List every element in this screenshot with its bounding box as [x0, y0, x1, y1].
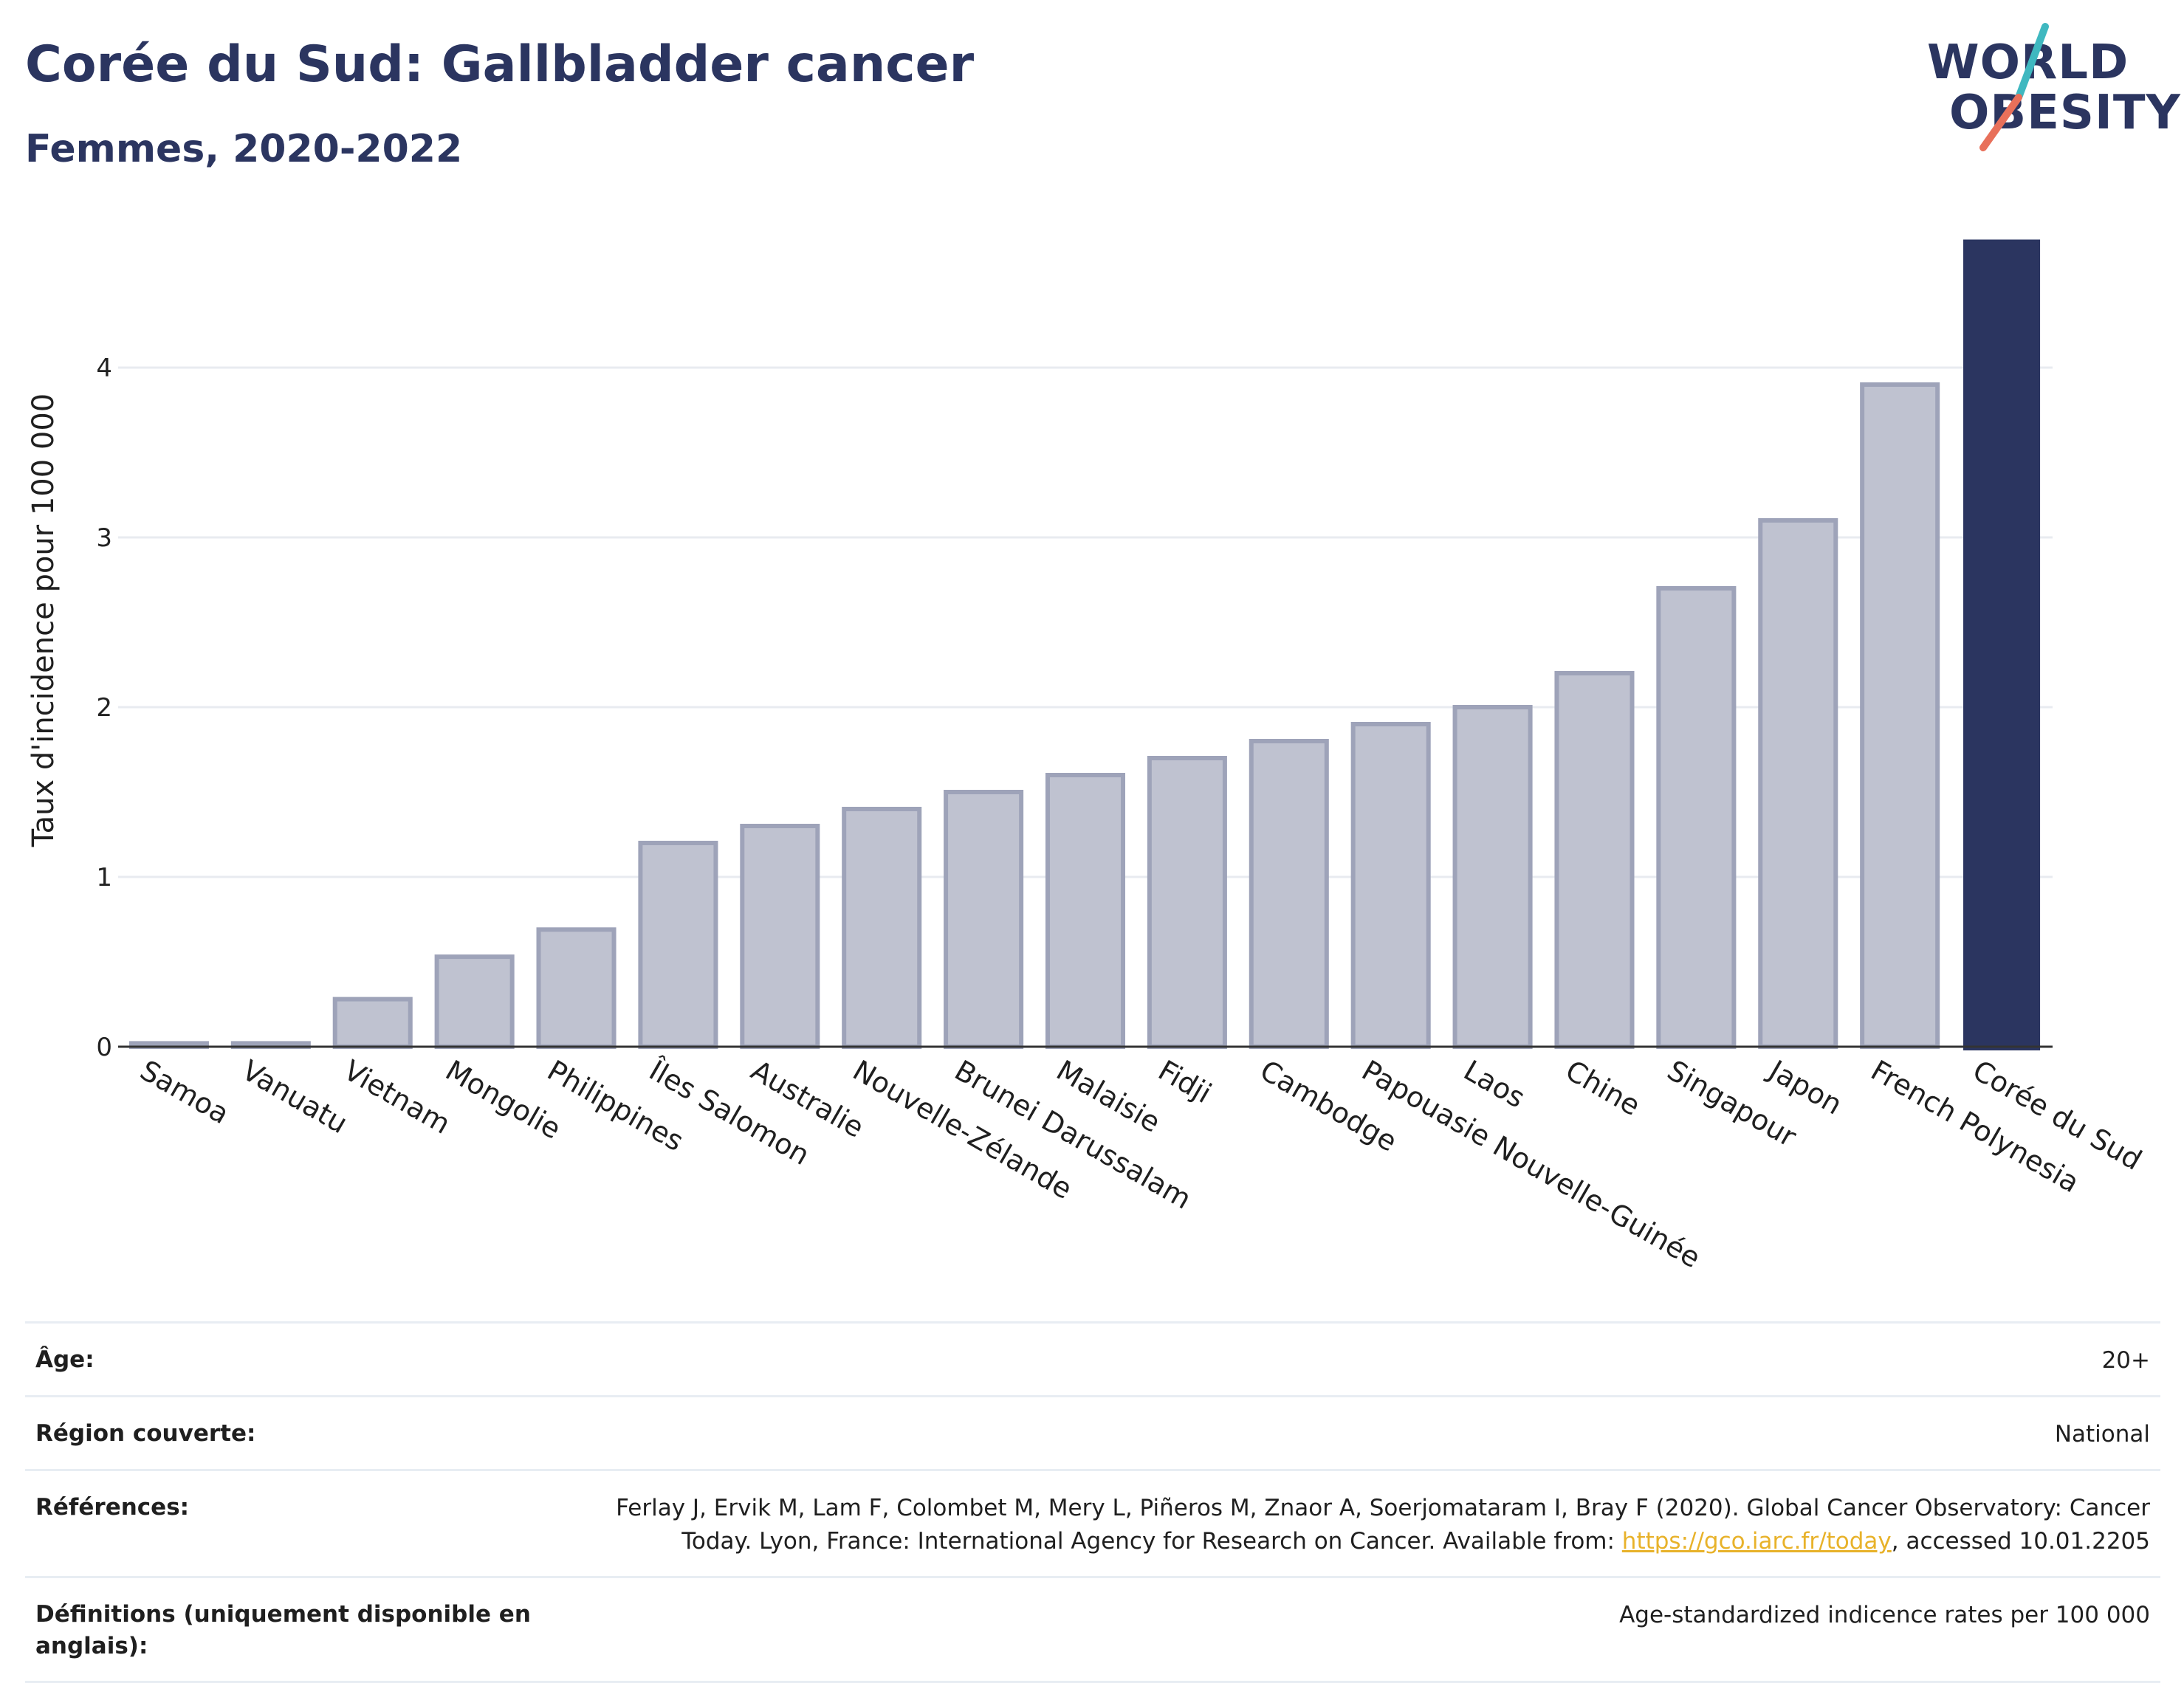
- info-label-region: Région couverte:: [35, 1419, 256, 1447]
- info-row-age: Âge: 20+: [25, 1321, 2160, 1395]
- bar-singapour: [1656, 586, 1737, 1049]
- x-tick-label: Chine: [1560, 1054, 1646, 1122]
- x-tick-label: Papouasie Nouvelle-Guinée: [1356, 1054, 1706, 1275]
- chart-subtitle: Femmes, 2020-2022: [25, 127, 463, 171]
- info-table: Âge: 20+ Région couverte: National Référ…: [25, 1321, 2160, 1683]
- reference-text-line2-end: , accessed 10.01.2205: [1891, 1527, 2150, 1555]
- info-value-region: National: [2054, 1420, 2150, 1448]
- bar-brunei-darussalam: [944, 790, 1024, 1049]
- info-value-age: 20+: [2101, 1347, 2150, 1374]
- x-tick-label: Vanuatu: [236, 1054, 353, 1140]
- bar-papouasie-nouvelle-guin-e: [1350, 722, 1431, 1049]
- bar-vietnam: [332, 997, 413, 1049]
- bar-cor-e-du-sud: [1963, 239, 2041, 1050]
- reference-text-line1: Ferlay J, Ervik M, Lam F, Colombet M, Me…: [616, 1494, 2150, 1521]
- reference-text-line2: Today. Lyon, France: International Agenc…: [681, 1527, 1622, 1555]
- bars: [128, 239, 2041, 1050]
- bar-chart: 0 1 2 3 4 Samoa VanuatuVietnamMongoliePhilipp…: [27, 239, 2147, 1275]
- logo-slash-icon: [1979, 23, 2049, 151]
- x-tick-label: Fidji: [1153, 1054, 1217, 1110]
- x-tick-label: Samoa: [134, 1054, 234, 1131]
- bar-french-polynesia: [1860, 382, 1940, 1049]
- info-row-references: Références: Ferlay J, Ervik M, Lam F, Co…: [25, 1468, 2160, 1576]
- bar-malaisie: [1045, 773, 1126, 1049]
- y-tick-label: 2: [96, 693, 112, 723]
- y-tick-labels: 0 1 2 3 4: [96, 354, 112, 1062]
- bar-japon: [1758, 518, 1838, 1049]
- bar-mongolie: [434, 954, 515, 1049]
- chart-title: Corée du Sud: Gallbladder cancer: [25, 35, 975, 94]
- y-tick-label: 1: [96, 863, 112, 892]
- x-tick-label: Mongolie: [440, 1054, 566, 1146]
- y-tick-label: 0: [96, 1033, 112, 1062]
- info-label-definitions: Définitions (uniquement disponible en an…: [35, 1600, 531, 1660]
- bar--les-salomon: [638, 841, 718, 1049]
- info-label-age: Âge:: [35, 1346, 95, 1373]
- x-tick-labels: Samoa VanuatuVietnamMongoliePhilippinesÎl…: [134, 1053, 2147, 1275]
- x-tick-label: Vietnam: [338, 1054, 456, 1140]
- bar-cambodge: [1249, 739, 1329, 1049]
- bar-australie: [740, 824, 820, 1049]
- reference-link[interactable]: https://gco.iarc.fr/today: [1621, 1527, 1892, 1555]
- y-axis-label: Taux d'incidence pour 100 000: [27, 393, 61, 847]
- info-row-definitions: Définitions (uniquement disponible en an…: [25, 1575, 2160, 1683]
- y-tick-label: 4: [96, 354, 112, 383]
- info-row-region: Région couverte: National: [25, 1394, 2160, 1469]
- x-tick-label: Laos: [1458, 1054, 1531, 1115]
- bar-fidji: [1147, 756, 1227, 1049]
- logo-line-obesity: OBESITY: [1949, 86, 2181, 140]
- info-value-references: Ferlay J, Ervik M, Lam F, Colombet M, Me…: [616, 1492, 2150, 1558]
- y-tick-label: 3: [96, 523, 112, 553]
- info-label-references: Références:: [35, 1493, 190, 1521]
- info-value-definitions: Age-standardized indicence rates per 100…: [1619, 1601, 2150, 1628]
- bar-laos: [1452, 705, 1533, 1049]
- bar-chine: [1554, 671, 1635, 1049]
- world-obesity-logo: WORLD OBESITY: [1927, 21, 2180, 154]
- bar-philippines: [536, 927, 617, 1050]
- bar-nouvelle-z-lande: [842, 807, 922, 1049]
